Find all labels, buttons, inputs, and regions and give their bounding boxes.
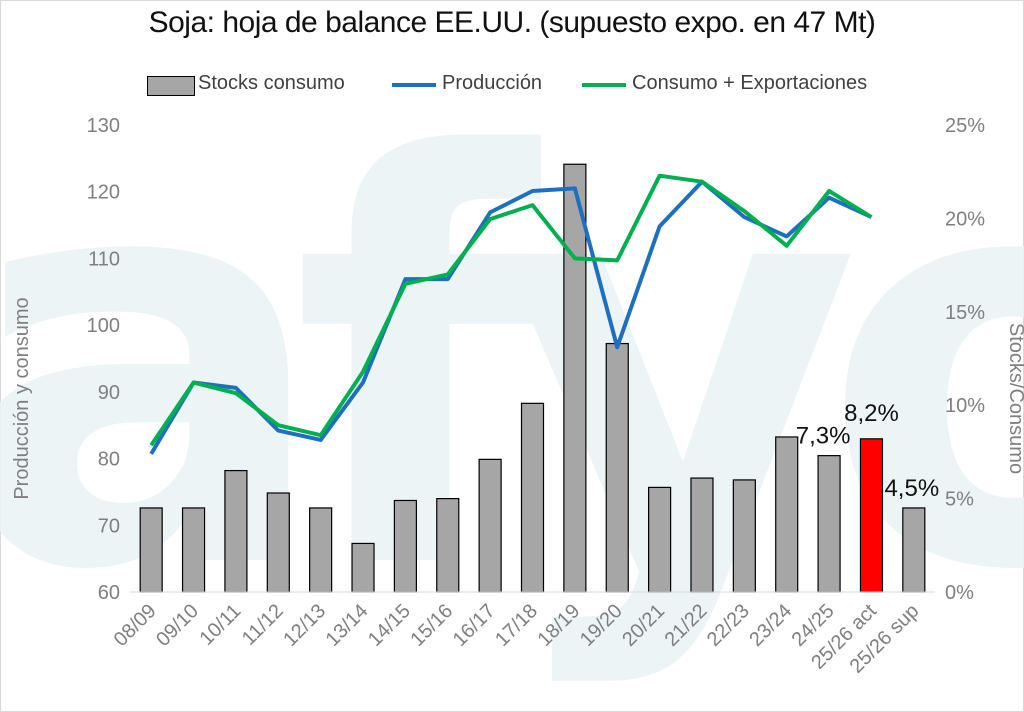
y-right-tick-label: 25% — [945, 115, 985, 137]
legend-label-stocks: Stocks consumo — [198, 72, 345, 94]
legend-swatch-stocks — [147, 76, 195, 96]
y-right-tick-label: 20% — [945, 208, 985, 230]
bar-stocks-08-09 — [139, 507, 163, 593]
y-left-tick-label: 90 — [98, 382, 120, 404]
y-right-tick-label: 10% — [945, 395, 985, 417]
line-consumo-exportaciones — [149, 173, 873, 447]
legend-swatch-consumo — [582, 83, 626, 87]
bar-stocks-15-16 — [436, 498, 460, 593]
bar-stocks-09-10 — [181, 507, 206, 593]
y-left-tick-label: 70 — [98, 515, 120, 537]
y-right-tick-label: 15% — [945, 302, 985, 324]
bar-stocks-10-11 — [224, 469, 248, 593]
y-left-tick-label: 60 — [98, 582, 120, 604]
y-left-tick-label: 100 — [87, 315, 120, 337]
bar-stocks-14-15 — [393, 499, 417, 593]
bar-stocks-18-19 — [563, 163, 587, 593]
chart-title: Soja: hoja de balance EE.UU. (supuesto e… — [148, 6, 876, 39]
y-left-tick-label: 80 — [98, 449, 120, 471]
y-right-tick-label: 5% — [945, 489, 974, 511]
bar-stocks-23-24 — [775, 436, 799, 593]
bar-stocks-21-22 — [690, 477, 714, 593]
bar-stocks-25-26-sup — [902, 507, 926, 593]
y-left-axis-title: Producción y consumo — [11, 297, 33, 499]
y-left-tick-label: 110 — [88, 248, 120, 270]
bar-stocks-24-25 — [817, 455, 841, 593]
bar-stocks-16-17 — [478, 458, 502, 593]
legend-swatch-produccion — [392, 83, 436, 87]
y-right-axis-title: Stocks/Consumo — [1005, 323, 1024, 474]
data-label: 7,3% — [796, 423, 851, 450]
bar-stocks-17-18 — [520, 402, 545, 593]
y-right-tick-label: 0% — [945, 582, 974, 604]
bar-stocks-20-21 — [648, 486, 672, 593]
y-left-tick-label: 130 — [87, 115, 120, 137]
bar-stocks-22-23 — [732, 479, 756, 593]
bar-stocks-11-12 — [266, 492, 290, 593]
legend: Stocks consumo Producción Consumo + Expo… — [0, 68, 1024, 102]
bar-stocks-12-13 — [309, 507, 333, 593]
watermark-logo: afyo — [0, 41, 1024, 693]
data-label: 4,5% — [884, 475, 939, 502]
bar-stocks-25-26-act — [859, 438, 884, 593]
line-produccion — [149, 179, 873, 455]
bar-stocks-19-20 — [605, 342, 629, 593]
legend-label-produccion: Producción — [442, 72, 543, 94]
y-left-tick-label: 120 — [87, 182, 120, 204]
data-label: 8,2% — [844, 400, 899, 427]
legend-label-consumo: Consumo + Exportaciones — [632, 72, 868, 94]
bar-stocks-13-14 — [351, 542, 375, 593]
